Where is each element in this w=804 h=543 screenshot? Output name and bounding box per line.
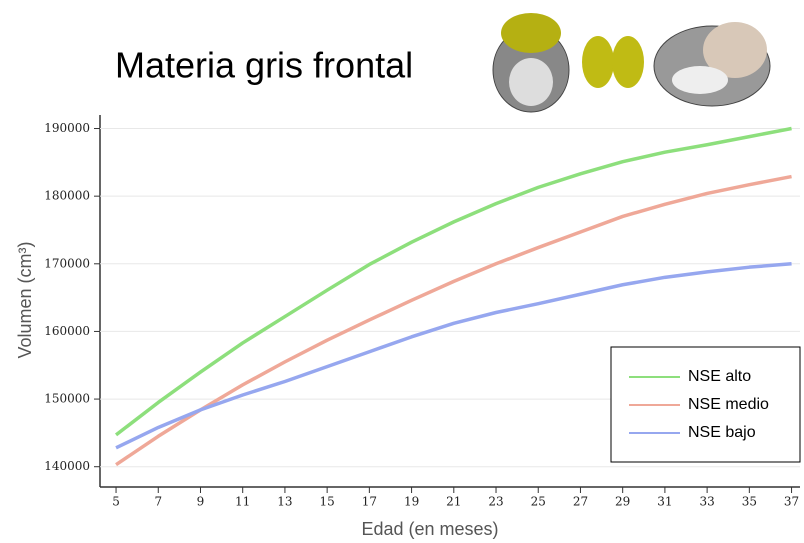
- x-tick-label: 19: [404, 495, 419, 509]
- x-tick-label: 37: [784, 495, 799, 509]
- x-tick-label: 23: [488, 495, 503, 509]
- x-tick-label: 9: [197, 495, 205, 509]
- x-tick-label: 21: [446, 495, 461, 509]
- legend-label: NSE alto: [688, 368, 751, 385]
- x-tick-label: 29: [615, 495, 630, 509]
- brain-images: [493, 13, 770, 112]
- x-tick-label: 13: [277, 495, 292, 509]
- x-tick-label: 27: [573, 495, 588, 509]
- x-tick-label: 31: [657, 495, 672, 509]
- x-tick-label: 15: [320, 495, 335, 509]
- chart-title: Materia gris frontal: [115, 45, 413, 86]
- x-tick-label: 25: [531, 495, 546, 509]
- y-tick-label: 140000: [44, 459, 90, 473]
- y-tick-label: 180000: [44, 189, 90, 203]
- legend: NSE alto NSE medio NSE bajo: [611, 347, 800, 462]
- chart: Materia gris frontal Volumen (cm³) Edad …: [0, 0, 804, 543]
- y-tick-label: 190000: [44, 121, 90, 135]
- y-tick-label: 170000: [44, 256, 90, 270]
- x-tick-label: 17: [362, 495, 377, 509]
- x-tick-label: 5: [112, 495, 120, 509]
- x-tick-label: 7: [154, 495, 162, 509]
- page: Materia gris frontal Volumen (cm³) Edad …: [0, 0, 804, 543]
- x-tick-label: 35: [742, 495, 757, 509]
- legend-label: NSE medio: [688, 396, 769, 413]
- x-tick-label: 33: [699, 495, 714, 509]
- y-axis-label: Volumen (cm³): [15, 241, 35, 358]
- y-tick-label: 160000: [44, 324, 90, 338]
- x-tick-label: 11: [235, 495, 250, 509]
- x-axis-label: Edad (en meses): [361, 519, 498, 539]
- legend-label: NSE bajo: [688, 424, 756, 441]
- y-tick-label: 150000: [44, 392, 90, 406]
